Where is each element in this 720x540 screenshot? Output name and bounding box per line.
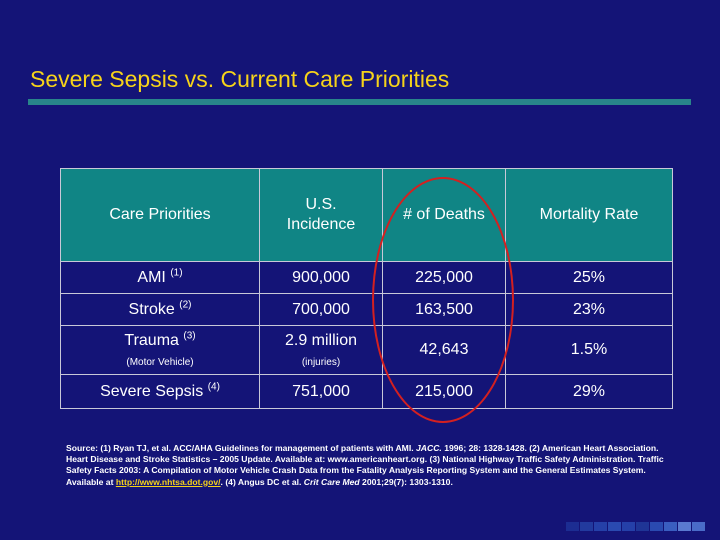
table-row: Severe Sepsis (4) 751,000 215,000 29% <box>60 374 673 409</box>
incidence-note: (injuries) <box>301 357 341 368</box>
cell-priority: Stroke (2) <box>60 293 260 326</box>
cell-mortality: 29% <box>505 374 673 409</box>
cell-mortality: 23% <box>505 293 673 326</box>
cell-incidence: 900,000 <box>259 261 383 294</box>
table-header-row: Care Priorities U.S. Incidence # of Deat… <box>60 168 673 262</box>
nhtsa-link[interactable]: http://www.nhtsa.dot.gov/ <box>115 476 221 487</box>
header-us-incidence: U.S. Incidence <box>259 168 383 262</box>
table-row: Stroke (2) 700,000 163,500 23% <box>60 293 673 326</box>
cell-mortality: 25% <box>505 261 673 294</box>
priority-name: Severe Sepsis <box>100 382 204 400</box>
reference-number: (4) <box>207 381 220 393</box>
cell-priority: Severe Sepsis (4) <box>60 374 260 409</box>
slide-title: Severe Sepsis vs. Current Care Prioritie… <box>30 66 450 92</box>
priority-name: Stroke <box>128 300 175 318</box>
reference-number: (3) <box>183 330 196 342</box>
title-underline <box>28 99 691 105</box>
cell-priority: Trauma (3) (Motor Vehicle) <box>60 325 260 375</box>
cell-deaths: 42,643 <box>382 325 506 375</box>
table-row: AMI (1) 900,000 225,000 25% <box>60 261 673 294</box>
source-citations: Source: (1) Ryan TJ, et al. ACC/AHA Guid… <box>66 443 672 488</box>
reference-number: (1) <box>170 267 183 279</box>
cell-incidence: 2.9 million (injuries) <box>259 325 383 375</box>
cell-mortality: 1.5% <box>505 325 673 375</box>
decorative-color-strip <box>566 522 706 531</box>
source-text-part3: . (4) Angus DC et al. <box>220 476 304 487</box>
cell-deaths: 163,500 <box>382 293 506 326</box>
cell-deaths: 225,000 <box>382 261 506 294</box>
priority-name: Trauma <box>124 332 179 349</box>
source-text-part4: 2001;29(7): 1303-1310. <box>359 476 453 487</box>
source-text-part2: 1996; 28: 1328-1428. (2) American Heart … <box>66 443 664 487</box>
header-care-priorities: Care Priorities <box>60 168 260 262</box>
incidence-value: 2.9 million <box>284 332 358 349</box>
header-mortality-rate: Mortality Rate <box>505 168 673 262</box>
cell-priority: AMI (1) <box>60 261 260 294</box>
priority-name: AMI <box>137 268 166 286</box>
header-us-incidence-label: U.S. Incidence <box>286 196 356 233</box>
table-row: Trauma (3) (Motor Vehicle) 2.9 million (… <box>60 325 673 375</box>
cell-deaths: 215,000 <box>382 374 506 409</box>
header-deaths: # of Deaths <box>382 168 506 262</box>
journal-name: JACC. <box>416 443 442 453</box>
cell-incidence: 700,000 <box>259 293 383 326</box>
cell-incidence: 751,000 <box>259 374 383 409</box>
journal-name: Crit Care Med <box>303 476 360 487</box>
priority-note: (Motor Vehicle) <box>126 357 194 368</box>
care-priorities-table: Care Priorities U.S. Incidence # of Deat… <box>60 168 673 409</box>
source-text-part1: Source: (1) Ryan TJ, et al. ACC/AHA Guid… <box>66 443 417 453</box>
reference-number: (2) <box>179 299 192 311</box>
